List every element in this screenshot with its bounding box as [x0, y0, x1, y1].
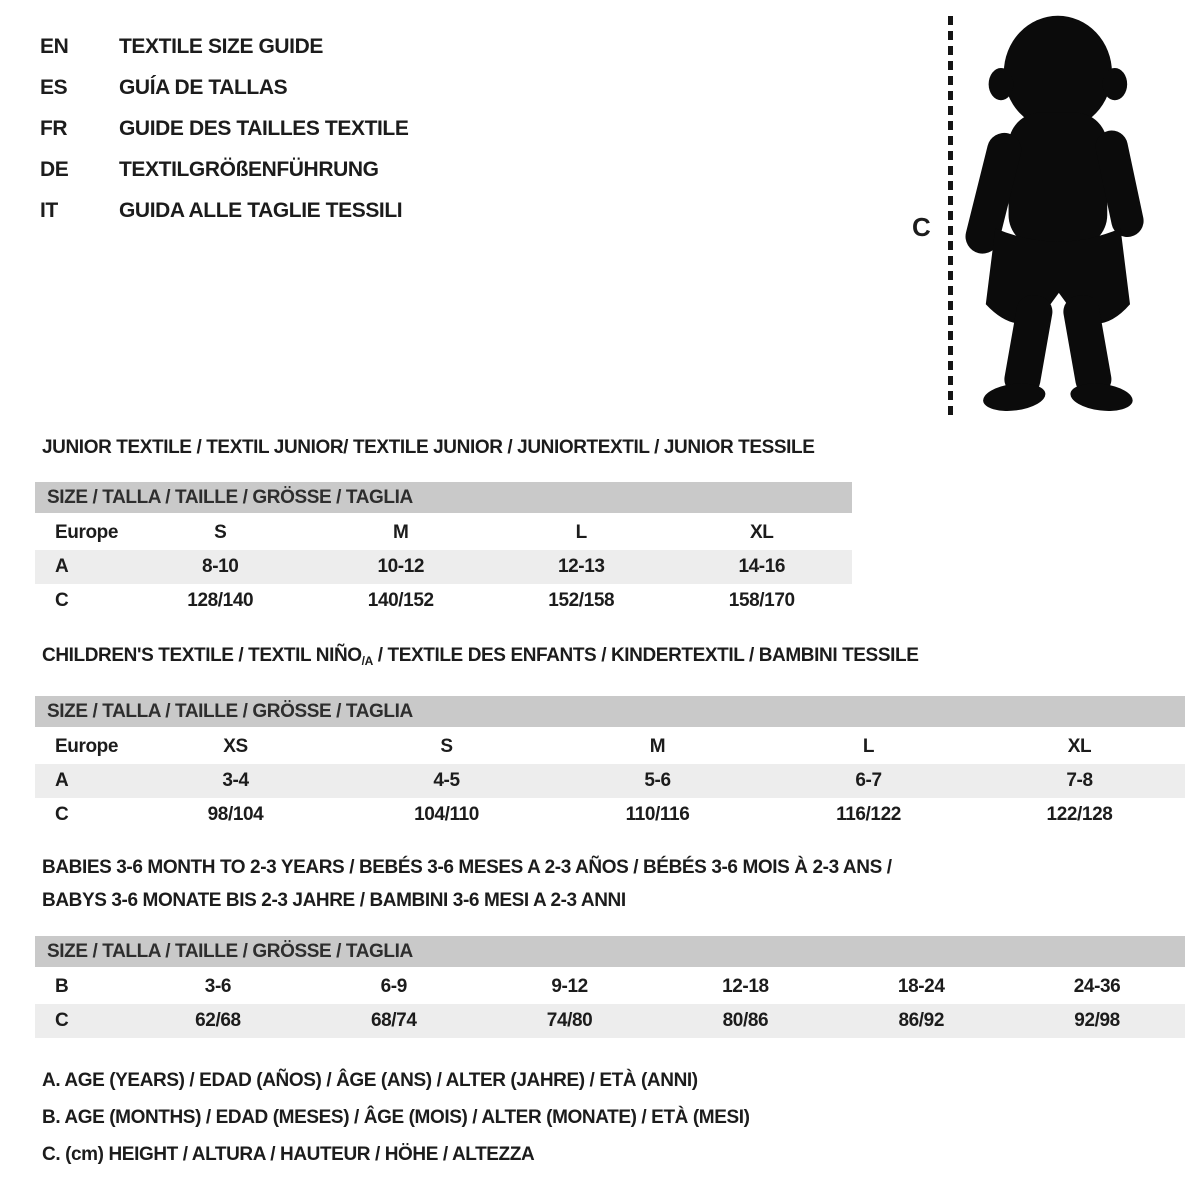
size-cell: 158/170: [728, 590, 795, 611]
height-measure-dashed-line: [948, 16, 953, 416]
language-code: FR: [40, 117, 68, 140]
size-cell: 24-36: [1073, 976, 1121, 997]
table-row: C 128/140 140/152 152/158 158/170: [35, 584, 852, 618]
size-table: SIZE / TALLA / TAILLE / GRÖSSE / TAGLIA E…: [35, 482, 852, 618]
language-row-de: DE TEXTILGRÖßENFÜHRUNG: [40, 149, 408, 190]
language-title: GUÍA DE TALLAS: [119, 76, 288, 99]
table-row: A 8-10 10-12 12-13 14-16: [35, 550, 852, 584]
language-row-fr: FR GUIDE DES TAILLES TEXTILE: [40, 108, 409, 149]
language-row-it: IT GUIDA ALLE TAGLIE TESSILI: [40, 190, 408, 231]
legend-line: B. AGE (MONTHS) / EDAD (MESES) / ÂGE (MO…: [42, 1107, 750, 1128]
size-cell: L: [862, 736, 875, 757]
language-code: IT: [40, 199, 58, 222]
size-cell: XL: [750, 522, 774, 543]
size-cell: 14-16: [738, 556, 786, 577]
size-cell: 10-12: [377, 556, 425, 577]
size-table: SIZE / TALLA / TAILLE / GRÖSSE / TAGLIA B…: [35, 936, 1185, 1038]
table-row: A 3-4 4-5 5-6 6-7 7-8: [35, 764, 1185, 798]
section-title: CHILDREN'S TEXTILE / TEXTIL NIÑO/A / TEX…: [35, 645, 1185, 672]
size-cell: 140/152: [367, 590, 434, 611]
section-title-line: BABYS 3-6 MONATE BIS 2-3 JAHRE / BAMBINI…: [42, 890, 626, 911]
table-row: B 3-6 6-9 9-12 12-18 18-24 24-36: [35, 970, 1185, 1004]
size-table: SIZE / TALLA / TAILLE / GRÖSSE / TAGLIA E…: [35, 696, 1185, 832]
size-cell: 128/140: [187, 590, 254, 611]
language-title: TEXTILGRÖßENFÜHRUNG: [119, 158, 379, 181]
size-cell: 3-6: [204, 976, 232, 997]
section-title: JUNIOR TEXTILE / TEXTIL JUNIOR/ TEXTILE …: [42, 437, 815, 458]
language-title: GUIDA ALLE TAGLIE TESSILI: [119, 199, 403, 222]
table-row: C 98/104 104/110 110/116 116/122 122/128: [35, 798, 1185, 832]
row-label: C: [55, 804, 69, 825]
size-cell: 68/74: [370, 1010, 417, 1031]
section-title-text: / TEXTILE DES ENFANTS / KINDERTEXTIL / B…: [372, 645, 919, 666]
size-cell: 104/110: [414, 804, 479, 825]
language-code: DE: [40, 158, 69, 181]
row-label: B: [55, 976, 69, 997]
size-cell: 7-8: [1066, 770, 1093, 791]
size-cell: XL: [1067, 736, 1092, 757]
size-cell: 98/104: [207, 804, 264, 825]
size-tables-container: JUNIOR TEXTILE / TEXTIL JUNIOR/ TEXTILE …: [35, 437, 1185, 1038]
size-cell: 110/116: [625, 804, 690, 825]
row-label: C: [55, 590, 69, 611]
size-cell: L: [575, 522, 588, 543]
legend-line: C. (cm) HEIGHT / ALTURA / HAUTEUR / HÖHE…: [42, 1144, 535, 1165]
size-table-header: SIZE / TALLA / TAILLE / GRÖSSE / TAGLIA: [35, 482, 852, 513]
row-label: A: [55, 770, 69, 791]
measure-label-c: C: [912, 212, 931, 242]
size-cell: 152/158: [548, 590, 615, 611]
size-cell: S: [214, 522, 227, 543]
table-row: Europe XS S M L XL: [35, 730, 1185, 764]
row-label: Europe: [55, 522, 119, 543]
row-label: A: [55, 556, 69, 577]
section-title: BABIES 3-6 MONTH TO 2-3 YEARS / BEBÉS 3-…: [35, 851, 1185, 917]
size-cell: 116/122: [836, 804, 901, 825]
size-table-section: BABIES 3-6 MONTH TO 2-3 YEARS / BEBÉS 3-…: [35, 851, 1185, 1038]
language-title: TEXTILE SIZE GUIDE: [119, 35, 323, 58]
language-title: GUIDE DES TAILLES TEXTILE: [119, 117, 409, 140]
size-cell: 12-18: [722, 976, 769, 997]
size-cell: 18-24: [897, 976, 945, 997]
size-cell: 4-5: [433, 770, 460, 791]
size-cell: M: [649, 736, 666, 757]
size-cell: 6-9: [380, 976, 408, 997]
language-row-en: EN TEXTILE SIZE GUIDE: [40, 26, 408, 67]
size-cell: 74/80: [546, 1010, 593, 1031]
size-cell: 3-4: [222, 770, 249, 791]
row-label: Europe: [55, 736, 119, 757]
size-cell: 12-13: [557, 556, 605, 577]
row-label: C: [55, 1010, 69, 1031]
size-cell: 86/92: [898, 1010, 944, 1031]
size-cell: M: [393, 522, 409, 543]
language-code: EN: [40, 35, 69, 58]
language-row-es: ES GUÍA DE TALLAS: [40, 67, 408, 108]
size-cell: S: [440, 736, 453, 757]
legend: A. AGE (YEARS) / EDAD (AÑOS) / ÂGE (ANS)…: [42, 1062, 750, 1173]
size-cell: 6-7: [855, 770, 882, 791]
size-cell: XS: [223, 736, 248, 757]
table-row: C 62/68 68/74 74/80 80/86 86/92 92/98: [35, 1004, 1185, 1038]
size-cell: 9-12: [551, 976, 588, 997]
size-table-section: JUNIOR TEXTILE / TEXTIL JUNIOR/ TEXTILE …: [35, 437, 1185, 618]
size-cell: 8-10: [202, 556, 239, 577]
language-code: ES: [40, 76, 68, 99]
table-row: Europe S M L XL: [35, 516, 852, 550]
size-table-header: SIZE / TALLA / TAILLE / GRÖSSE / TAGLIA: [35, 936, 1185, 967]
size-table-section: CHILDREN'S TEXTILE / TEXTIL NIÑO/A / TEX…: [35, 645, 1185, 832]
size-cell: 122/128: [1046, 804, 1113, 825]
section-title-subscript: /A: [361, 654, 374, 668]
section-title-line: BABIES 3-6 MONTH TO 2-3 YEARS / BEBÉS 3-…: [42, 857, 892, 878]
language-header: EN TEXTILE SIZE GUIDE ES GUÍA DE TALLAS FR GU…: [40, 26, 409, 231]
size-table-header: SIZE / TALLA / TAILLE / GRÖSSE / TAGLIA: [35, 696, 1185, 727]
size-cell: 62/68: [195, 1010, 241, 1031]
size-cell: 92/98: [1074, 1010, 1120, 1031]
toddler-silhouette-icon: [965, 15, 1144, 411]
section-title-text: CHILDREN'S TEXTILE / TEXTIL NIÑO: [42, 645, 362, 666]
size-cell: 5-6: [644, 770, 671, 791]
legend-line: A. AGE (YEARS) / EDAD (AÑOS) / ÂGE (ANS)…: [42, 1070, 698, 1091]
size-cell: 80/86: [722, 1010, 769, 1031]
